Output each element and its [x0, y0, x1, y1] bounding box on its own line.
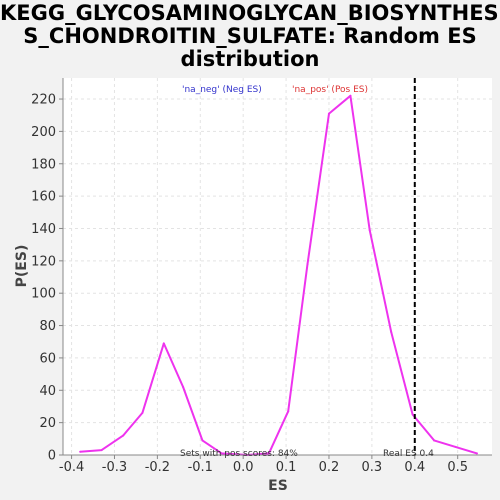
x-tick-label: -0.2	[145, 460, 170, 475]
x-axis-title: ES	[268, 478, 288, 494]
x-tick-label: -0.4	[59, 460, 84, 475]
y-tick-label: 120	[31, 254, 56, 269]
data-point	[306, 263, 309, 266]
y-tick-label: 40	[39, 384, 56, 399]
x-tick-label: 0.5	[447, 460, 468, 475]
legend-pos-label: 'na_pos' (Pos ES)	[292, 85, 368, 95]
y-ticks: 0 20 40 60 80 100 120 140 160 180 200 220	[31, 93, 63, 464]
x-tick-label: 0.2	[319, 460, 340, 475]
data-point	[475, 452, 478, 455]
chart-title-line-1: KEGG_GLYCOSAMINOGLYCAN_BIOSYNTHESI	[0, 1, 500, 25]
x-tick-label: 0.1	[276, 460, 297, 475]
x-tick-label: -0.3	[102, 460, 127, 475]
y-tick-label: 80	[39, 319, 56, 334]
data-point	[349, 94, 352, 97]
x-tick-label: -0.1	[188, 460, 213, 475]
data-point	[220, 452, 223, 455]
plot-area	[63, 78, 492, 455]
data-point	[162, 342, 165, 345]
data-point	[327, 112, 330, 115]
x-tick-label: 0.3	[362, 460, 383, 475]
data-point	[454, 445, 457, 448]
y-tick-label: 60	[39, 351, 56, 366]
y-tick-label: 140	[31, 222, 56, 237]
data-point	[368, 229, 371, 232]
y-tick-label: 160	[31, 190, 56, 205]
real-es-label: Real ES 0.4	[383, 449, 434, 459]
y-tick-label: 180	[31, 157, 56, 172]
legend-neg-label: 'na_neg' (Neg ES)	[182, 85, 262, 95]
y-tick-label: 100	[31, 287, 56, 302]
chart-title-line-3: distribution	[180, 47, 320, 71]
data-point	[79, 450, 82, 453]
x-ticks: -0.4 -0.3 -0.2 -0.1 0.0 0.1 0.2 0.3 0.4 0.5	[59, 455, 468, 475]
chart-title-line-2: S_CHONDROITIN_SULFATE: Random ES	[23, 24, 477, 48]
series-group	[79, 94, 478, 456]
x-tick-label: 0.4	[404, 460, 425, 475]
axes	[62, 78, 492, 456]
x-tick-label: 0.0	[233, 460, 254, 475]
y-tick-label: 20	[39, 416, 56, 431]
footnote-pos-scores: Sets with pos scores: 84%	[180, 449, 298, 459]
y-tick-label: 220	[31, 93, 56, 108]
y-tick-label: 0	[48, 449, 56, 464]
y-axis-title: P(ES)	[14, 245, 30, 288]
data-point	[122, 434, 125, 437]
data-point	[390, 331, 393, 334]
data-point	[267, 452, 270, 455]
data-point	[411, 413, 414, 416]
es-distribution-line	[80, 94, 478, 456]
data-point	[201, 439, 204, 442]
data-point	[141, 411, 144, 414]
data-point	[100, 449, 103, 452]
data-point	[287, 410, 290, 413]
y-tick-label: 200	[31, 125, 56, 140]
data-point	[433, 439, 436, 442]
data-point	[182, 386, 185, 389]
chart-title: KEGG_GLYCOSAMINOGLYCAN_BIOSYNTHESI S_CHO…	[0, 2, 500, 71]
